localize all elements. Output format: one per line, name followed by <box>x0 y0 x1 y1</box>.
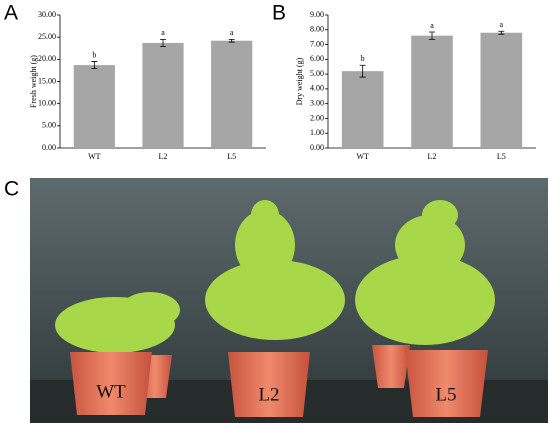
y-tick-label: 1.00 <box>310 128 324 137</box>
x-tick-label: WT <box>88 152 101 161</box>
significance-label: b <box>361 54 365 63</box>
error-bar <box>91 61 98 70</box>
x-tick-label: L5 <box>497 152 506 161</box>
error-bar <box>498 30 505 35</box>
bar <box>211 40 253 148</box>
error-bar <box>160 38 166 47</box>
panel-label: C <box>4 178 19 201</box>
significance-label: a <box>500 20 504 29</box>
x-tick-label: L2 <box>428 152 437 161</box>
y-tick-label: 5.00 <box>310 69 324 78</box>
pot-label: L2 <box>258 384 279 405</box>
y-tick-label: 2.00 <box>310 113 324 122</box>
significance-label: b <box>92 50 96 59</box>
y-tick-label: 10.00 <box>38 98 56 107</box>
pot-label: L5 <box>435 384 456 405</box>
y-tick-label: 25.00 <box>38 32 56 41</box>
bar <box>480 32 523 148</box>
x-tick-label: L2 <box>159 152 168 161</box>
x-tick-label: WT <box>356 152 369 161</box>
significance-label: a <box>230 28 234 37</box>
bar <box>142 42 184 148</box>
y-axis-label: Fresh weight (g) <box>29 55 38 108</box>
y-tick-label: 0.00 <box>310 143 324 152</box>
bar <box>341 71 384 148</box>
bar <box>411 35 453 148</box>
y-tick-label: 4.00 <box>310 84 324 93</box>
y-tick-label: 0.00 <box>42 143 56 152</box>
significance-label: a <box>430 21 434 30</box>
y-tick-label: 20.00 <box>38 54 56 63</box>
y-axis-label: Dry weight (g) <box>295 57 304 105</box>
plants <box>55 200 495 353</box>
y-tick-label: 7.00 <box>310 39 324 48</box>
y-tick-label: 3.00 <box>310 98 324 107</box>
error-bar <box>429 31 435 40</box>
y-tick-label: 30.00 <box>38 10 56 19</box>
y-tick-label: 15.00 <box>38 76 56 85</box>
y-tick-label: 5.00 <box>42 121 56 130</box>
significance-label: a <box>161 28 165 37</box>
panel-label: A <box>4 2 18 25</box>
error-bar <box>228 38 235 43</box>
panel-label: B <box>272 2 286 25</box>
photo: C WT L2 L5 <box>4 178 548 423</box>
y-tick-label: 8.00 <box>310 25 324 34</box>
y-tick-label: 6.00 <box>310 54 324 63</box>
y-tick-label: 9.00 <box>310 10 324 19</box>
bar <box>73 65 115 148</box>
pots <box>70 345 488 417</box>
pot-label: WT <box>96 381 126 402</box>
x-tick-label: L5 <box>227 152 236 161</box>
error-bar <box>359 64 366 78</box>
